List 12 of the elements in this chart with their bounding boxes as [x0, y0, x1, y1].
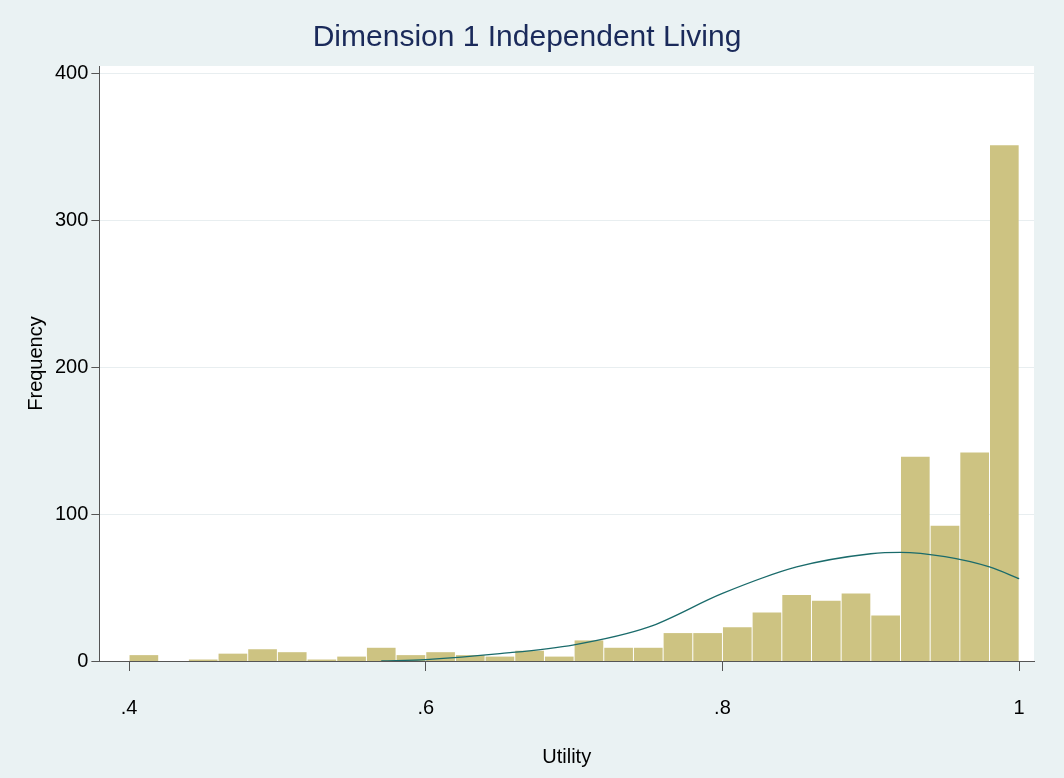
x-axis-title: Utility: [542, 744, 592, 767]
y-axis-title: Frequency: [23, 316, 46, 411]
y-tick-label: 200: [54, 354, 89, 377]
x-tick-label: .6: [417, 695, 435, 718]
y-tick-label: 300: [54, 207, 89, 230]
chart-title: Dimension 1 Independent Living: [312, 19, 742, 53]
y-tick-label: 100: [54, 501, 89, 524]
x-tick-label: .4: [120, 695, 138, 718]
y-tick-label: 400: [54, 60, 89, 83]
x-tick-label: .8: [714, 695, 731, 718]
y-tick-label: 0: [77, 648, 89, 671]
x-tick-label: 1: [1013, 695, 1025, 718]
